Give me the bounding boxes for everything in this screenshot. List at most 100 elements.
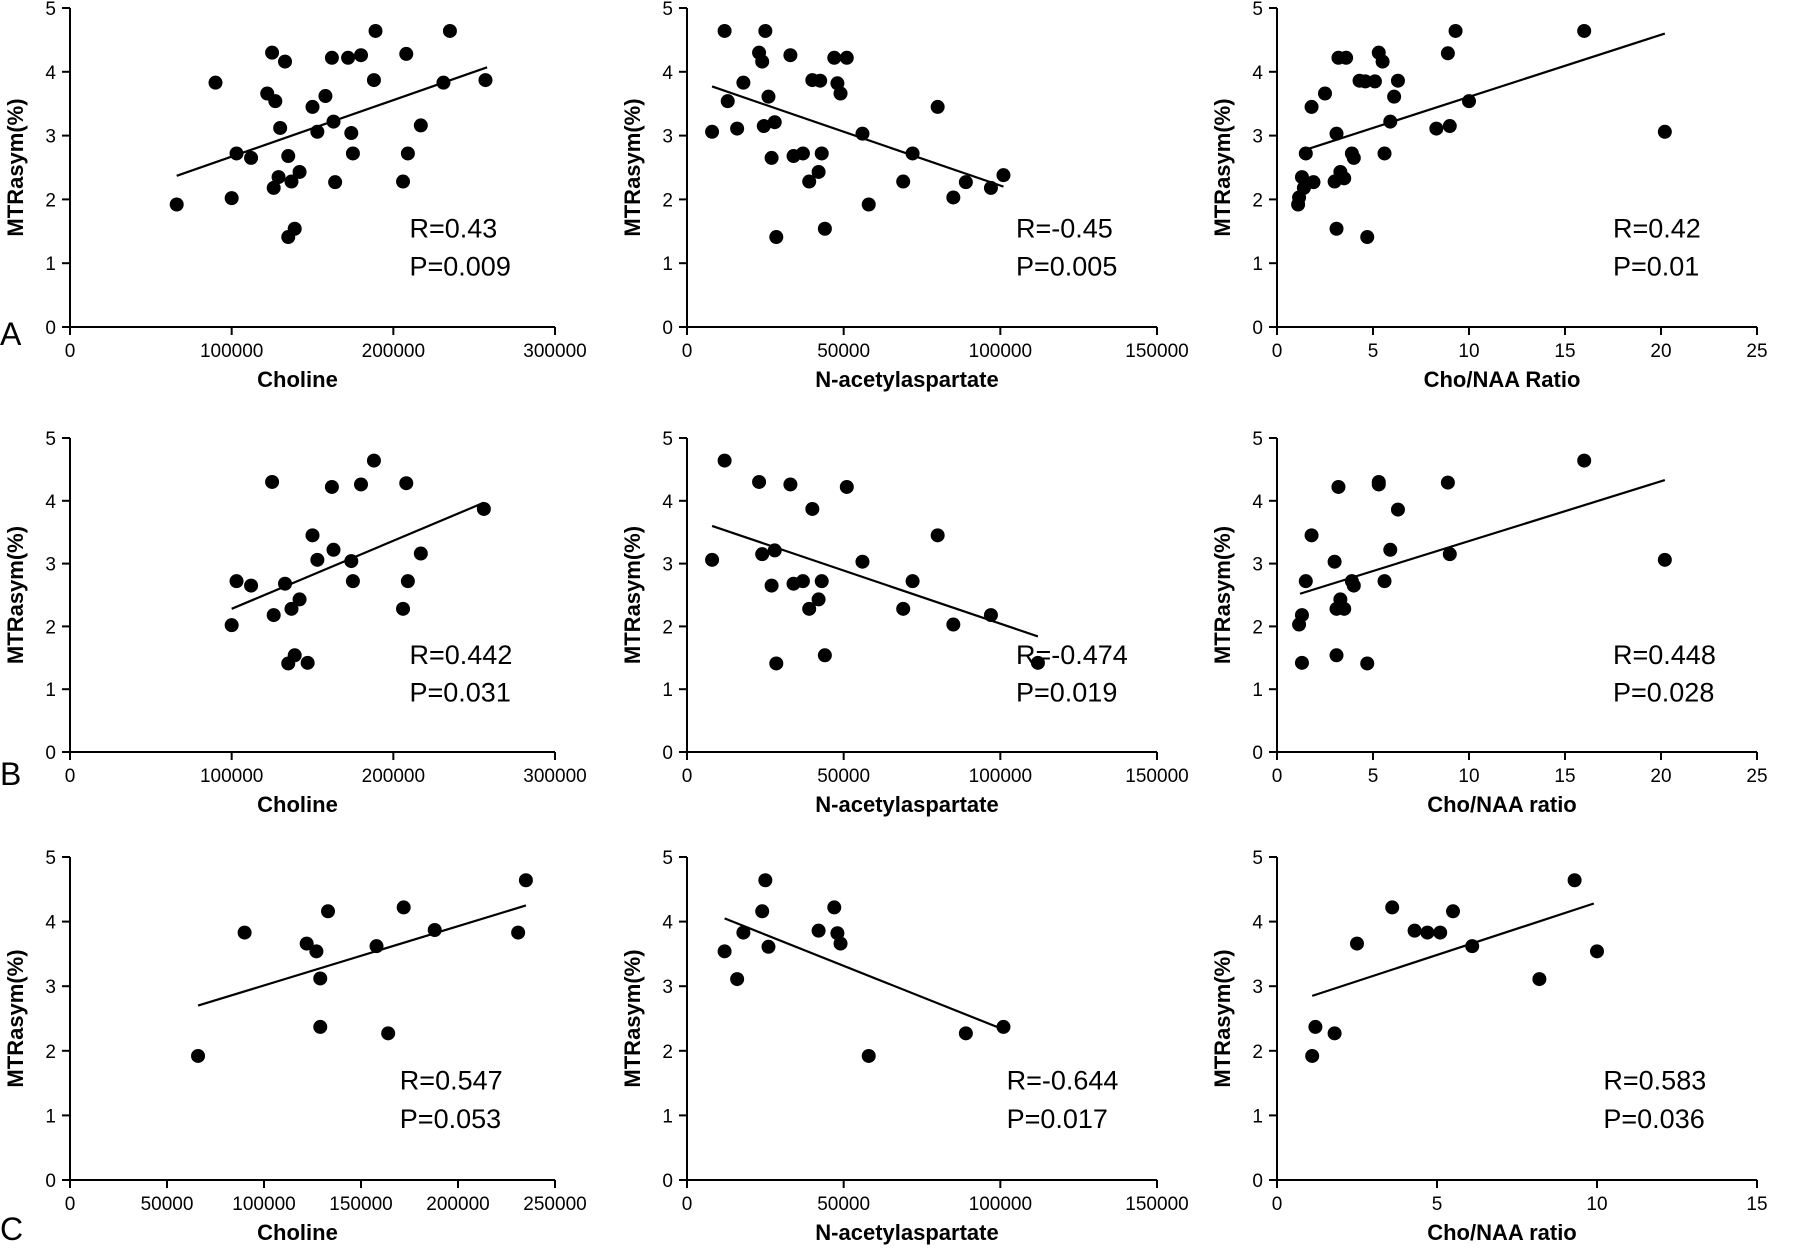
data-point bbox=[169, 197, 184, 212]
x-axis-label: Choline bbox=[257, 367, 338, 392]
y-tick-label: 5 bbox=[45, 848, 56, 869]
y-tick-label: 2 bbox=[662, 1042, 673, 1063]
scatter-panel: 0 1 2 3 4 5 0 5 10 15 20 25 Cho/NAA ratio MTRasym(%) R… bbox=[1210, 429, 1768, 817]
data-point bbox=[478, 73, 493, 88]
y-tick-label: 4 bbox=[662, 492, 673, 513]
y-axis-label: MTRasym(%) bbox=[1210, 949, 1235, 1087]
r-value-text: R=0.42 bbox=[1613, 214, 1701, 244]
data-point bbox=[368, 23, 383, 38]
x-tick-label: 15 bbox=[1746, 1194, 1767, 1215]
data-point bbox=[805, 501, 820, 516]
r-value-text: R=-0.45 bbox=[1016, 214, 1113, 244]
regression-line bbox=[197, 904, 527, 1007]
regression-line bbox=[1299, 32, 1666, 153]
x-tick-label: 250000 bbox=[523, 1194, 586, 1215]
y-axis-label: MTRasym(%) bbox=[620, 949, 645, 1087]
data-point bbox=[717, 944, 732, 959]
x-tick-label: 0 bbox=[682, 766, 693, 787]
x-tick-label: 200000 bbox=[362, 341, 425, 362]
x-tick-label: 0 bbox=[1272, 341, 1283, 362]
data-point bbox=[905, 574, 920, 589]
data-point bbox=[1371, 477, 1386, 492]
data-point bbox=[1577, 453, 1592, 468]
data-point bbox=[326, 114, 341, 129]
data-point bbox=[1657, 552, 1672, 567]
scatter-panel: 0 1 2 3 4 5 0 5 10 15 Cho/NAA ratio MTRasym(%) R=0.5… bbox=[1210, 848, 1768, 1245]
y-tick-label: 4 bbox=[662, 63, 673, 84]
x-tick-label: 15 bbox=[1554, 766, 1575, 787]
x-tick-label: 0 bbox=[682, 1194, 693, 1215]
p-value-text: P=0.005 bbox=[1016, 252, 1117, 282]
data-point bbox=[814, 574, 829, 589]
y-tick-label: 1 bbox=[1252, 1106, 1263, 1127]
y-axis-label: MTRasym(%) bbox=[620, 98, 645, 236]
data-point bbox=[861, 197, 876, 212]
y-axis-label: MTRasym(%) bbox=[3, 526, 28, 664]
data-point bbox=[896, 174, 911, 189]
data-point bbox=[1446, 904, 1460, 919]
data-point bbox=[354, 477, 368, 492]
x-tick-label: 100000 bbox=[200, 341, 263, 362]
data-point bbox=[399, 476, 414, 491]
x-tick-label: 0 bbox=[1272, 1194, 1283, 1215]
data-point bbox=[442, 23, 457, 38]
y-tick-label: 0 bbox=[662, 318, 673, 339]
data-point bbox=[755, 904, 770, 919]
y-tick-label: 3 bbox=[662, 555, 673, 576]
data-point bbox=[518, 873, 533, 888]
scatter-panel: 0 1 2 3 4 5 0 50000 100000 150000 N-acetylaspartat… bbox=[620, 0, 1189, 392]
data-point bbox=[1294, 608, 1309, 623]
row-letter: A bbox=[0, 316, 22, 352]
data-point bbox=[1440, 475, 1455, 490]
y-tick-label: 5 bbox=[662, 0, 673, 20]
data-point bbox=[983, 180, 998, 195]
data-point bbox=[1383, 114, 1398, 129]
y-tick-label: 5 bbox=[45, 429, 56, 450]
data-point bbox=[476, 501, 491, 516]
x-tick-label: 5 bbox=[1432, 1194, 1443, 1215]
r-value-text: R=-0.644 bbox=[1007, 1066, 1119, 1096]
y-tick-label: 2 bbox=[662, 617, 673, 638]
r-value-text: R=0.547 bbox=[400, 1066, 503, 1096]
p-value-text: P=0.031 bbox=[410, 677, 511, 707]
data-point bbox=[344, 554, 359, 569]
x-tick-label: 5 bbox=[1368, 766, 1379, 787]
r-value-text: R=0.583 bbox=[1603, 1066, 1706, 1096]
p-value-text: P=0.036 bbox=[1603, 1104, 1704, 1134]
x-tick-label: 0 bbox=[682, 341, 693, 362]
data-point bbox=[767, 115, 782, 130]
y-tick-label: 2 bbox=[45, 1042, 56, 1063]
data-point bbox=[1298, 574, 1313, 589]
y-tick-label: 1 bbox=[662, 680, 673, 701]
y-tick-label: 1 bbox=[45, 1106, 56, 1127]
data-point bbox=[208, 75, 223, 90]
x-tick-label: 10 bbox=[1458, 766, 1479, 787]
y-tick-label: 4 bbox=[1252, 913, 1263, 934]
data-point bbox=[278, 576, 293, 591]
data-point bbox=[369, 939, 384, 954]
data-point bbox=[1429, 121, 1444, 136]
p-value-text: P=0.019 bbox=[1016, 677, 1117, 707]
data-point bbox=[1420, 925, 1435, 940]
data-point bbox=[1346, 150, 1361, 165]
data-point bbox=[761, 939, 776, 954]
data-point bbox=[827, 900, 842, 915]
data-point bbox=[399, 46, 414, 61]
y-tick-label: 3 bbox=[662, 977, 673, 998]
data-point bbox=[1327, 554, 1342, 569]
row-letter: B bbox=[0, 756, 21, 792]
scatter-panel: 0 1 2 3 4 5 0 100000 200000 300000 Choline MTRasym(… bbox=[3, 429, 587, 817]
x-tick-label: 100000 bbox=[969, 766, 1032, 787]
x-tick-label: 150000 bbox=[1125, 766, 1188, 787]
data-point bbox=[1346, 578, 1361, 593]
y-tick-label: 4 bbox=[45, 913, 56, 934]
data-point bbox=[717, 23, 732, 38]
y-tick-label: 2 bbox=[662, 190, 673, 211]
data-point bbox=[324, 50, 339, 65]
x-tick-label: 25 bbox=[1746, 341, 1767, 362]
data-point bbox=[833, 936, 848, 951]
y-tick-label: 0 bbox=[45, 318, 56, 339]
data-point bbox=[752, 474, 767, 489]
y-tick-label: 0 bbox=[662, 743, 673, 764]
row-letter: C bbox=[0, 1211, 23, 1247]
